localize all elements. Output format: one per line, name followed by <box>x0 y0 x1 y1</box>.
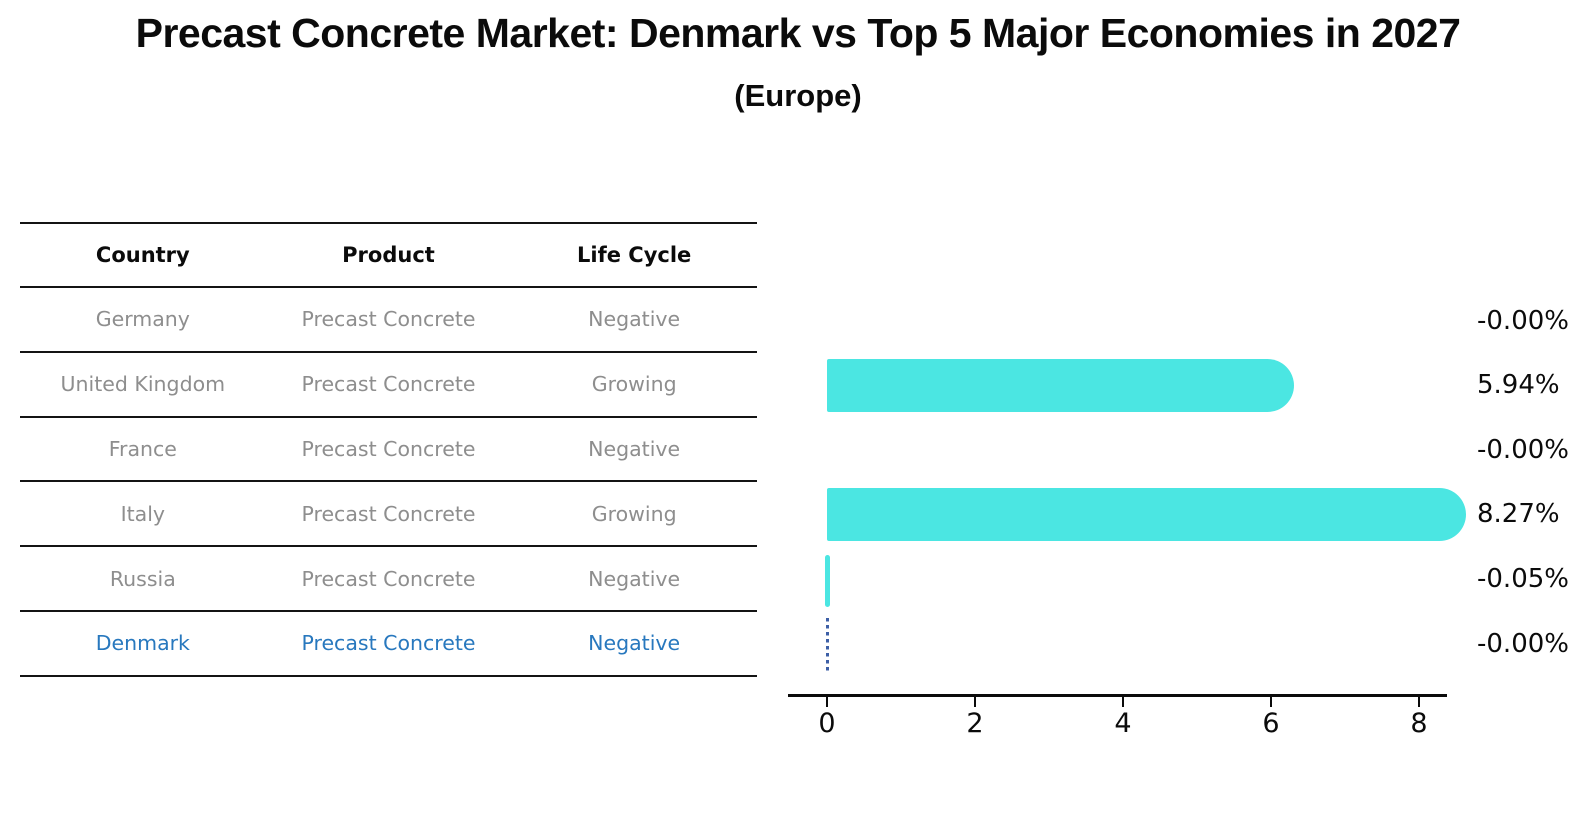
value-label-denmark: -0.00% <box>1477 628 1569 659</box>
x-tick-label-6: 6 <box>1262 708 1280 739</box>
x-tick-label-2: 2 <box>966 708 984 739</box>
cell-country: Italy <box>120 501 166 526</box>
cell-product: Precast Concrete <box>301 631 476 656</box>
x-tick-label-8: 8 <box>1410 708 1428 739</box>
table-row-germany: Germany Precast Concrete Negative <box>20 288 757 353</box>
country-table: Country Product Life Cycle Germany Precast … <box>20 222 757 677</box>
table-row-united-kingdom: United Kingdom Precast Concrete Growing <box>20 353 757 418</box>
table-header-life-cycle: Life Cycle <box>577 243 692 267</box>
cell-country: Germany <box>95 307 190 332</box>
table-row-russia: Russia Precast Concrete Negative <box>20 547 757 612</box>
table-header-product: Product <box>342 243 435 267</box>
cell-product: Precast Concrete <box>301 436 476 461</box>
x-tick-8 <box>1417 697 1421 707</box>
value-label-italy: 8.27% <box>1477 499 1560 530</box>
x-tick-4 <box>1121 697 1125 707</box>
x-tick-label-0: 0 <box>818 708 836 739</box>
table-header-country: Country <box>95 243 190 267</box>
x-axis-line <box>788 694 1447 697</box>
cell-life-cycle: Negative <box>588 436 681 461</box>
cell-product: Precast Concrete <box>301 501 476 526</box>
table-row-france: France Precast Concrete Negative <box>20 418 757 483</box>
value-label-united-kingdom: 5.94% <box>1477 370 1560 401</box>
chart-subtitle: (Europe) <box>734 78 862 113</box>
denmark-dashed-marker <box>825 617 829 674</box>
cell-country: Denmark <box>95 631 190 656</box>
bar-italy <box>827 487 1466 541</box>
table-row-italy: Italy Precast Concrete Growing <box>20 482 757 548</box>
table-header-row: Country Product Life Cycle <box>20 224 757 288</box>
cell-country: Russia <box>109 566 176 591</box>
cell-product: Precast Concrete <box>301 566 476 591</box>
value-label-france: -0.00% <box>1477 434 1569 465</box>
cell-country: United Kingdom <box>60 372 226 397</box>
x-tick-0 <box>825 697 829 707</box>
cell-life-cycle: Growing <box>591 372 677 397</box>
value-label-russia: -0.05% <box>1477 563 1569 594</box>
x-tick-6 <box>1269 697 1273 707</box>
chart-title: Precast Concrete Market: Denmark vs Top … <box>135 10 1461 56</box>
bar-russia <box>824 554 830 607</box>
bar-united-kingdom <box>827 358 1294 412</box>
x-tick-label-4: 4 <box>1114 708 1132 739</box>
cell-life-cycle: Growing <box>591 501 677 526</box>
cell-country: France <box>108 436 177 461</box>
cell-product: Precast Concrete <box>301 307 476 332</box>
value-label-germany: -0.00% <box>1477 305 1569 336</box>
table-body: Germany Precast Concrete Negative United Ki… <box>20 288 757 677</box>
x-tick-2 <box>973 697 977 707</box>
table-row-denmark: Denmark Precast Concrete Negative <box>20 612 757 677</box>
cell-product: Precast Concrete <box>301 372 476 397</box>
cell-life-cycle: Negative <box>588 307 681 332</box>
cell-life-cycle: Negative <box>588 631 681 656</box>
cell-life-cycle: Negative <box>588 566 681 591</box>
